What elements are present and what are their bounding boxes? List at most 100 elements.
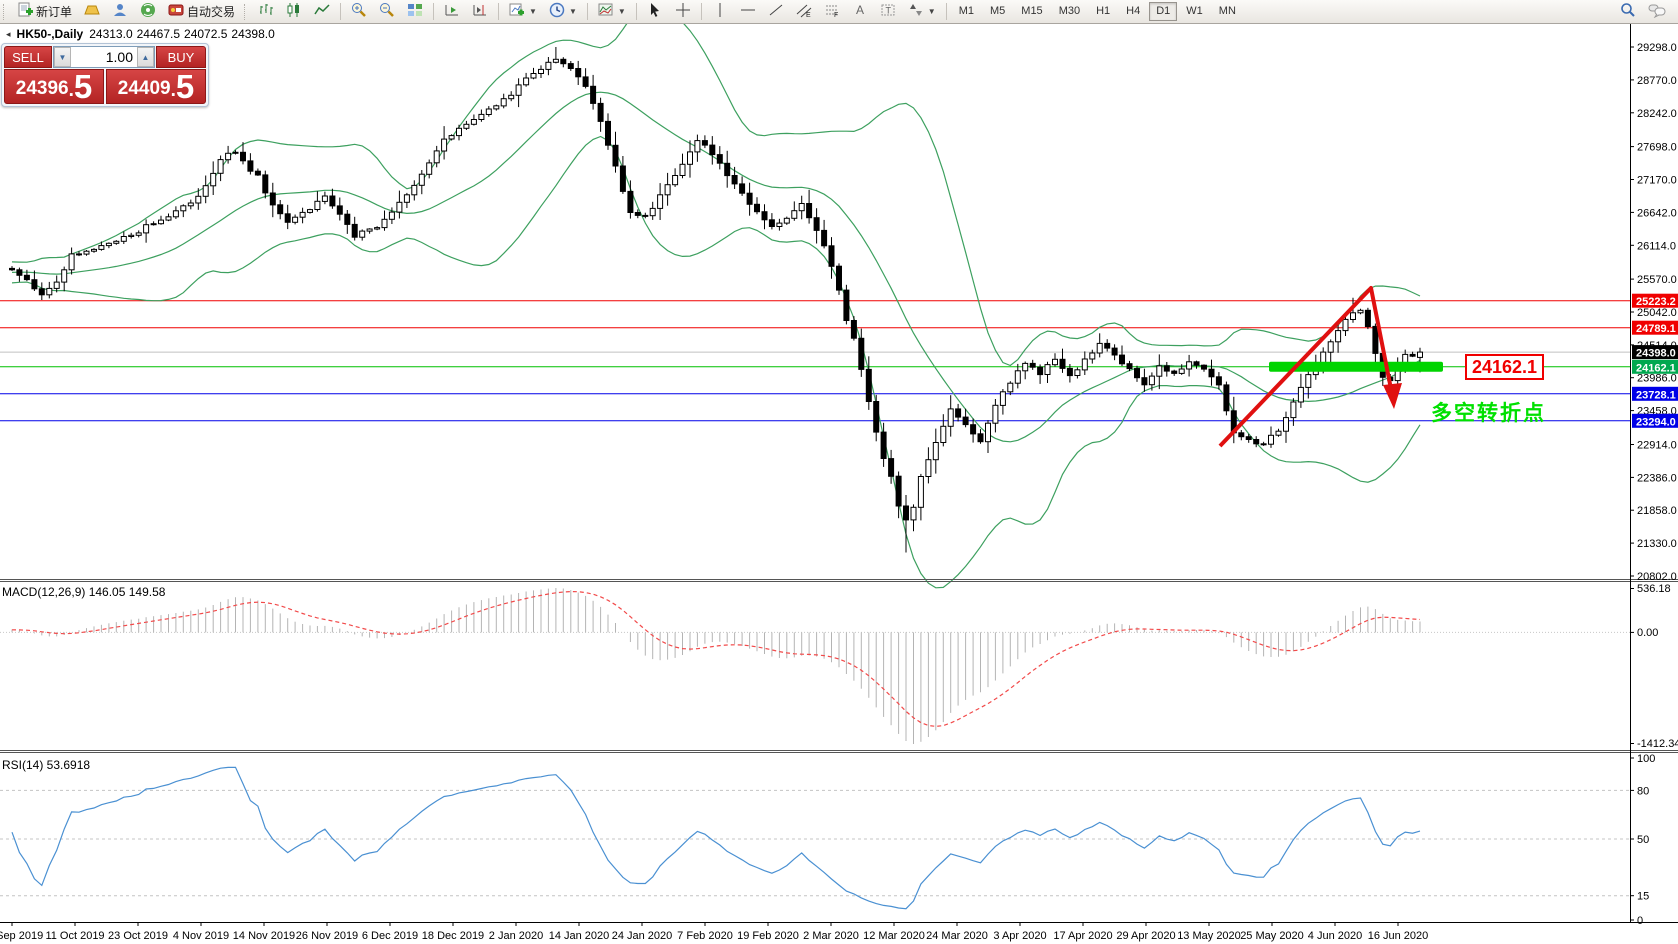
volume-increase-button[interactable]: ▲: [137, 47, 154, 67]
support-zone-bar[interactable]: [1269, 361, 1443, 372]
new-chart-button[interactable]: ▼: [504, 1, 542, 23]
buy-price-frac: 5: [175, 68, 195, 105]
svg-text:24 Mar 2020: 24 Mar 2020: [926, 930, 988, 942]
horizontal-line-tool-button[interactable]: [735, 1, 761, 23]
zoom-in-button[interactable]: [346, 1, 372, 23]
sell-price-main: 24396: [15, 78, 69, 99]
timeframe-H1[interactable]: H1: [1096, 5, 1111, 17]
channel-tool-button[interactable]: E: [791, 1, 817, 23]
svg-text:20802.0: 20802.0: [1637, 571, 1677, 583]
svg-text:25223.2: 25223.2: [1636, 296, 1676, 308]
sell-price-frac: 5: [73, 68, 93, 105]
broadcast-icon: [140, 2, 156, 21]
timeframe-W1[interactable]: W1: [1186, 5, 1203, 17]
svg-text:23 Oct 2019: 23 Oct 2019: [108, 930, 168, 942]
price-callout-box[interactable]: 24162.1: [1465, 354, 1544, 380]
buy-button[interactable]: BUY: [156, 46, 206, 68]
separator: [586, 3, 588, 20]
volume-decrease-button[interactable]: ▼: [54, 47, 71, 67]
text-label-tool-button[interactable]: T: [875, 1, 901, 23]
svg-text:0: 0: [1637, 915, 1643, 927]
svg-text:24162.1: 24162.1: [1472, 357, 1537, 377]
line-chart-button[interactable]: [309, 1, 335, 23]
horizontal-line-icon: [740, 2, 756, 21]
level-badge-24789.1: 24789.1: [1632, 320, 1678, 335]
timeframe-D1[interactable]: D1: [1149, 2, 1178, 21]
search-button[interactable]: [1615, 1, 1641, 23]
svg-text:22914.0: 22914.0: [1637, 440, 1677, 452]
arrows-tool-button[interactable]: ▼: [903, 1, 941, 23]
trendline-tool-button[interactable]: [763, 1, 789, 23]
crosshair-icon: [675, 2, 691, 21]
svg-text:4 Nov 2019: 4 Nov 2019: [173, 930, 229, 942]
chart-shift-button[interactable]: [467, 1, 493, 23]
bollinger-middle-band: [11, 91, 1421, 443]
turning-point-annotation[interactable]: 多空转折点: [1431, 401, 1546, 425]
market-watch-button[interactable]: [79, 1, 105, 23]
text-label-icon: T: [880, 2, 896, 21]
auto-scroll-button[interactable]: [439, 1, 465, 23]
price-axis[interactable]: 29298.0 28770.0 28242.0 27698.0 27170.0 26642…: [1630, 42, 1678, 583]
zoom-out-button[interactable]: [374, 1, 400, 23]
rsi-axis[interactable]: 100 80 50 15 0: [1630, 753, 1655, 927]
svg-text:0.00: 0.00: [1637, 627, 1658, 639]
macd-signal-line: [11, 590, 1421, 728]
separator: [340, 3, 342, 20]
search-icon: [1620, 2, 1636, 21]
candles-layer[interactable]: [9, 47, 1423, 553]
fibonacci-tool-button[interactable]: F: [819, 1, 845, 23]
svg-text:F: F: [834, 12, 838, 18]
autotrading-button[interactable]: 自动交易: [163, 1, 240, 23]
sell-price-display[interactable]: 24396. 5: [4, 69, 104, 104]
accounts-button[interactable]: [107, 1, 133, 23]
svg-text:25042.0: 25042.0: [1637, 307, 1677, 319]
vertical-line-tool-button[interactable]: [707, 1, 733, 23]
svg-text:17 Apr 2020: 17 Apr 2020: [1053, 930, 1112, 942]
svg-text:E: E: [806, 12, 811, 18]
rsi-pane[interactable]: [0, 766, 1630, 910]
trend-arrow-head[interactable]: [1383, 383, 1402, 409]
ohlc-high: 24467.5: [136, 27, 181, 41]
tile-windows-button[interactable]: [402, 1, 428, 23]
timeframe-M15[interactable]: M15: [1021, 5, 1043, 17]
toolbar: 新订单 自动交易: [0, 0, 1678, 24]
svg-text:50: 50: [1637, 834, 1649, 846]
timeframe-M1[interactable]: M1: [958, 5, 974, 17]
cursor-tool-button[interactable]: [642, 1, 668, 23]
svg-text:80: 80: [1637, 785, 1649, 797]
text-tool-button[interactable]: A: [847, 1, 873, 23]
macd-pane[interactable]: [0, 588, 1630, 744]
volume-value[interactable]: 1.00: [105, 49, 133, 65]
vertical-line-icon: [712, 2, 728, 21]
chat-button[interactable]: [1643, 1, 1671, 23]
crosshair-tool-button[interactable]: [670, 1, 696, 23]
macd-axis[interactable]: 536.18 0.00 -1412.34: [1630, 583, 1678, 750]
cursor-icon: [647, 2, 663, 21]
indicators-button[interactable]: ▼: [593, 1, 631, 23]
periods-button[interactable]: ▼: [544, 1, 582, 23]
svg-text:2 Mar 2020: 2 Mar 2020: [803, 930, 859, 942]
timeframe-M30[interactable]: M30: [1058, 5, 1081, 17]
timeframe-H4[interactable]: H4: [1126, 5, 1141, 17]
buy-price-display[interactable]: 24409. 5: [106, 69, 206, 104]
candlestick-chart-button[interactable]: [281, 1, 307, 23]
pane-frame: [0, 24, 1678, 923]
line-chart-icon: [314, 2, 330, 21]
bar-chart-button[interactable]: [253, 1, 279, 23]
timeframe-M5[interactable]: M5: [990, 5, 1006, 17]
signals-button[interactable]: [135, 1, 161, 23]
timeframe-MN[interactable]: MN: [1218, 5, 1236, 17]
level-badge-24162.1: 24162.1: [1632, 359, 1678, 374]
new-order-button[interactable]: 新订单: [12, 1, 77, 23]
trend-arrow[interactable]: [1218, 286, 1395, 448]
svg-text:2 Jan 2020: 2 Jan 2020: [489, 930, 543, 942]
ohlc-open: 24313.0: [89, 27, 133, 41]
sell-button[interactable]: SELL: [4, 46, 52, 68]
ohlc-low: 24072.5: [184, 27, 228, 41]
chart-shift-icon: [472, 2, 488, 21]
macd-histogram: [11, 588, 1421, 744]
svg-text:25570.0: 25570.0: [1637, 274, 1677, 286]
svg-text:16 Jun 2020: 16 Jun 2020: [1368, 930, 1429, 942]
